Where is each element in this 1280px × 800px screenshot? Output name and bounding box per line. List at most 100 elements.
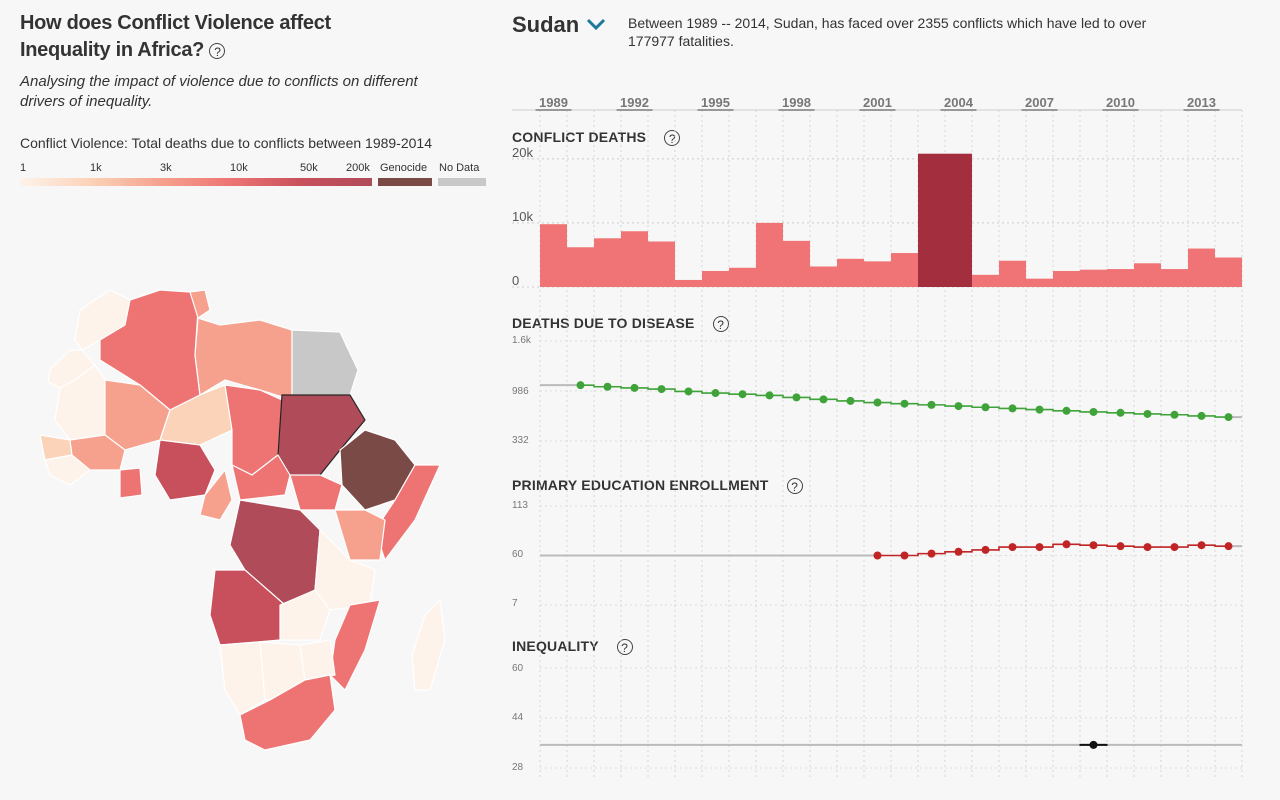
data-point-2009[interactable] <box>1089 740 1098 749</box>
data-point-1994[interactable] <box>684 387 693 396</box>
bar-1997[interactable] <box>756 222 783 287</box>
data-point-2001[interactable] <box>873 398 882 407</box>
year-label: 2013 <box>1187 95 1216 110</box>
bar-2003[interactable] <box>918 153 945 287</box>
data-point-2012[interactable] <box>1170 410 1179 419</box>
map-region-namibia[interactable] <box>219 641 266 716</box>
bar-1996[interactable] <box>729 267 756 287</box>
data-point-2000[interactable] <box>846 396 855 405</box>
page-title-text: How does Conflict Violence affect Inequa… <box>20 12 331 61</box>
bar-1992[interactable] <box>621 231 648 287</box>
data-point-2008[interactable] <box>1062 540 1071 549</box>
data-point-2012[interactable] <box>1170 543 1179 552</box>
legend-swatch-nodata <box>438 178 486 186</box>
legend-label-1: 1 <box>20 162 27 174</box>
map-region-tunisia[interactable] <box>189 289 211 319</box>
data-point-2007[interactable] <box>1035 543 1044 552</box>
map-region-egypt[interactable] <box>291 329 359 396</box>
bar-2002[interactable] <box>891 253 918 287</box>
data-point-2014[interactable] <box>1224 542 1233 551</box>
map-region-south-sudan[interactable] <box>289 474 343 511</box>
help-icon[interactable]: ? <box>209 42 226 59</box>
map-region-kenya[interactable] <box>334 509 386 561</box>
bar-2005[interactable] <box>972 274 999 287</box>
bar-1999[interactable] <box>810 266 837 287</box>
chevron-down-icon[interactable] <box>585 14 607 34</box>
help-icon[interactable]: ? <box>712 316 729 333</box>
map-region-libya[interactable] <box>194 317 293 401</box>
panel-title-text: CONFLICT DEATHS <box>512 129 647 145</box>
data-point-2002[interactable] <box>900 551 909 560</box>
panel-title-conflict-deaths: CONFLICT DEATHS ? <box>512 129 681 147</box>
map-region-guinea[interactable] <box>44 454 91 486</box>
panel-title-inequality: INEQUALITY ? <box>512 638 633 656</box>
bar-2007[interactable] <box>1026 278 1053 287</box>
data-point-2010[interactable] <box>1116 408 1125 417</box>
data-point-1993[interactable] <box>657 385 666 394</box>
map-region-madagascar[interactable] <box>411 599 446 691</box>
data-point-2003[interactable] <box>927 549 936 558</box>
bar-2004[interactable] <box>945 153 972 287</box>
help-icon[interactable]: ? <box>616 639 633 656</box>
bar-2006[interactable] <box>999 260 1026 287</box>
data-point-1992[interactable] <box>630 383 639 392</box>
map-region-mozambique[interactable] <box>329 599 381 691</box>
map-region-south-africa[interactable] <box>239 674 336 751</box>
data-point-2009[interactable] <box>1089 407 1098 416</box>
africa-map <box>39 289 446 751</box>
bar-2012[interactable] <box>1161 269 1188 287</box>
data-point-2006[interactable] <box>1008 543 1017 552</box>
help-icon[interactable]: ? <box>786 478 803 495</box>
data-point-2003[interactable] <box>927 400 936 409</box>
bar-2001[interactable] <box>864 261 891 287</box>
bar-1991[interactable] <box>594 238 621 287</box>
map-region-ghana[interactable] <box>119 467 143 499</box>
data-point-2001[interactable] <box>873 551 882 560</box>
bar-1990[interactable] <box>567 247 594 287</box>
data-point-1996[interactable] <box>738 390 747 399</box>
help-icon[interactable]: ? <box>664 130 681 147</box>
year-label: 2007 <box>1025 95 1054 110</box>
data-point-1991[interactable] <box>603 382 612 391</box>
inequality-tick-mid: 44 <box>512 712 524 723</box>
map-region-zimbabwe[interactable] <box>299 639 336 681</box>
bar-2011[interactable] <box>1134 263 1161 287</box>
bar-1998[interactable] <box>783 240 810 287</box>
data-point-2011[interactable] <box>1143 543 1152 552</box>
data-point-2004[interactable] <box>954 547 963 556</box>
data-point-2004[interactable] <box>954 402 963 411</box>
bar-y-tick: 0 <box>512 273 519 288</box>
data-point-2008[interactable] <box>1062 406 1071 415</box>
data-point-2009[interactable] <box>1089 541 1098 550</box>
data-point-2014[interactable] <box>1224 413 1233 422</box>
data-point-1999[interactable] <box>819 395 828 404</box>
data-point-2006[interactable] <box>1008 404 1017 413</box>
map-region-cameroon[interactable] <box>199 469 233 521</box>
data-point-2013[interactable] <box>1197 411 1206 420</box>
bar-2010[interactable] <box>1107 269 1134 287</box>
map-region-zambia[interactable] <box>279 589 331 641</box>
bar-2013[interactable] <box>1188 248 1215 287</box>
bar-1989[interactable] <box>540 224 567 287</box>
data-point-1997[interactable] <box>765 391 774 400</box>
bar-2000[interactable] <box>837 258 864 287</box>
bar-2008[interactable] <box>1053 270 1080 287</box>
data-point-2011[interactable] <box>1143 409 1152 418</box>
bar-1993[interactable] <box>648 241 675 287</box>
data-point-2010[interactable] <box>1116 542 1125 551</box>
bar-2009[interactable] <box>1080 269 1107 287</box>
data-point-2005[interactable] <box>981 545 990 554</box>
data-point-2007[interactable] <box>1035 405 1044 414</box>
legend-label-10k: 10k <box>230 162 248 174</box>
data-point-2002[interactable] <box>900 399 909 408</box>
bar-2014[interactable] <box>1215 257 1242 287</box>
data-point-2005[interactable] <box>981 403 990 412</box>
map-region-burkina[interactable] <box>69 434 126 471</box>
data-point-1998[interactable] <box>792 393 801 402</box>
data-point-1995[interactable] <box>711 389 720 398</box>
bar-1995[interactable] <box>702 270 729 287</box>
year-label: 2010 <box>1106 95 1135 110</box>
data-point-1990[interactable] <box>576 381 585 390</box>
data-point-2013[interactable] <box>1197 541 1206 550</box>
bar-1994[interactable] <box>675 279 702 287</box>
